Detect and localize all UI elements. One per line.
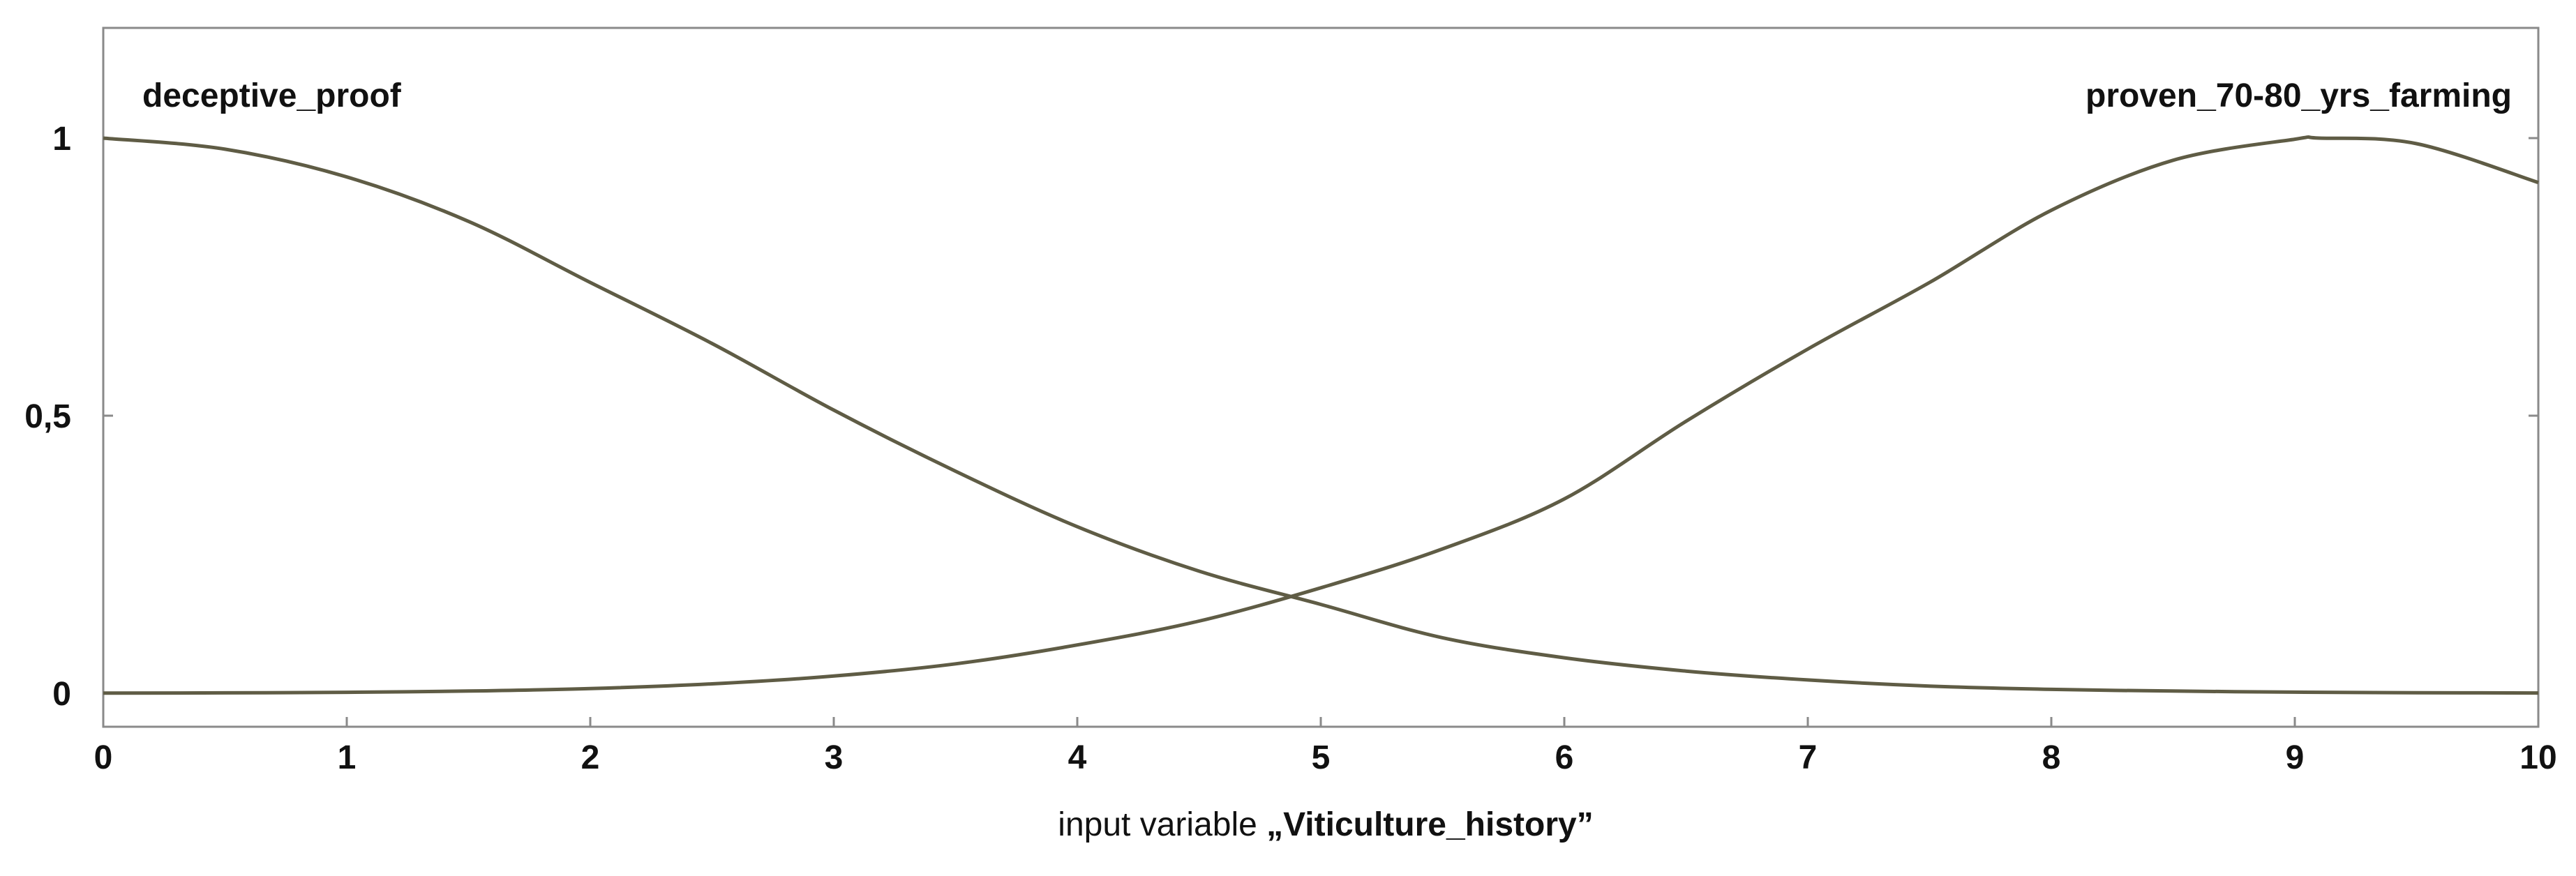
- y-tick-label: 0: [52, 676, 71, 713]
- y-axis: 00,51: [24, 121, 2538, 713]
- y-tick-label: 0,5: [24, 398, 71, 435]
- x-axis: 0 1 2 3 4 5 6 7 8 9 10: [94, 717, 2557, 776]
- x-tick-label: 10: [2519, 739, 2556, 776]
- x-tick-label: 4: [1068, 739, 1087, 776]
- series-line-deceptive_proof: [103, 136, 2539, 695]
- series-labels: deceptive_proof proven_70-80_yrs_farming: [142, 77, 2512, 114]
- y-tick-label: 1: [52, 121, 71, 158]
- x-axis-title-variable: „Viticulture_history”: [1266, 806, 1594, 843]
- series-label-deceptive_proof: deceptive_proof: [142, 77, 402, 114]
- x-tick-label: 1: [338, 739, 357, 776]
- x-axis-title-prefix: input variable: [1058, 806, 1266, 843]
- x-tick-label: 2: [581, 739, 600, 776]
- series-layer: [103, 135, 2539, 695]
- series-line-proven_70-80_yrs_farming: [103, 135, 2539, 695]
- x-tick-label: 0: [94, 739, 113, 776]
- x-tick-label: 6: [1555, 739, 1574, 776]
- x-tick-label: 3: [825, 739, 844, 776]
- x-tick-label: 7: [1799, 739, 1818, 776]
- x-tick-label: 9: [2286, 739, 2305, 776]
- series-label-proven_70-80_yrs_farming: proven_70-80_yrs_farming: [2085, 77, 2512, 114]
- x-tick-label: 8: [2042, 739, 2061, 776]
- x-axis-title: input variable „Viticulture_history”: [1058, 806, 1593, 843]
- x-tick-label: 5: [1312, 739, 1331, 776]
- plot-frame: [102, 27, 2540, 728]
